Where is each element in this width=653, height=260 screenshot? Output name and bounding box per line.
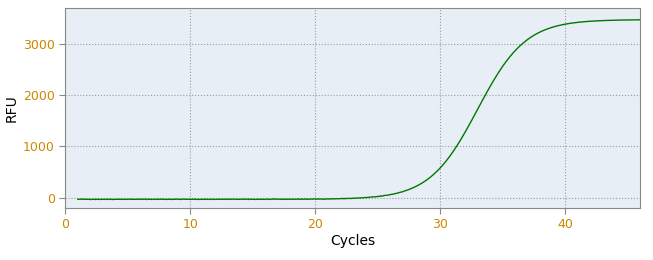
Y-axis label: RFU: RFU xyxy=(5,94,19,122)
X-axis label: Cycles: Cycles xyxy=(330,234,375,248)
